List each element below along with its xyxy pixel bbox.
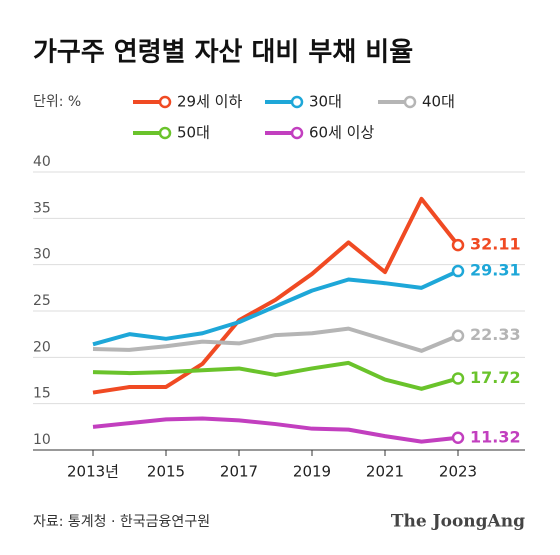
legend-label: 50대 <box>177 124 210 142</box>
legend-marker <box>158 95 172 109</box>
y-tick-label: 25 <box>33 293 51 309</box>
series-line <box>92 269 459 347</box>
legend-marker <box>290 126 304 140</box>
end-marker <box>451 264 465 278</box>
source: 자료: 통계청 · 한국금융연구원 <box>33 514 210 530</box>
y-tick-label: 30 <box>33 247 51 263</box>
legend-marker <box>403 95 417 109</box>
x-tick-label: 2023 <box>439 463 477 481</box>
x-tick-label: 2019 <box>293 463 331 481</box>
value-label: 32.11 <box>470 235 521 254</box>
y-tick-label: 10 <box>33 432 51 448</box>
y-tick-label: 40 <box>33 154 51 170</box>
end-marker <box>451 372 465 385</box>
end-marker <box>451 238 465 252</box>
brand: The JoongAng <box>391 512 525 532</box>
legend-label: 40대 <box>422 93 455 111</box>
chart-title: 가구주 연령별 자산 대비 부채 비율 <box>33 38 413 68</box>
y-tick-label: 20 <box>33 339 51 355</box>
legend-label: 29세 이하 <box>177 93 242 111</box>
series-line <box>92 196 460 395</box>
series-line <box>92 360 459 391</box>
end-marker <box>451 329 465 342</box>
value-label: 17.72 <box>470 368 521 387</box>
y-tick-label: 35 <box>33 200 51 216</box>
end-marker <box>451 431 465 445</box>
unit-label: 단위: % <box>33 94 81 110</box>
legend-marker <box>158 126 172 140</box>
value-label: 29.31 <box>470 261 521 280</box>
x-tick-label: 2017 <box>220 463 258 481</box>
value-label: 11.32 <box>470 427 521 446</box>
x-tick-label: 2021 <box>366 463 404 481</box>
series-line <box>92 326 459 353</box>
value-label: 22.33 <box>470 325 521 344</box>
legend-label: 60세 이상 <box>309 124 374 142</box>
series-line <box>92 416 459 444</box>
y-tick-label: 15 <box>33 386 51 402</box>
legend-marker <box>290 95 304 109</box>
x-tick-label: 2015 <box>147 463 185 481</box>
x-tick-label: 2013년 <box>67 463 119 481</box>
legend-label: 30대 <box>309 93 342 111</box>
